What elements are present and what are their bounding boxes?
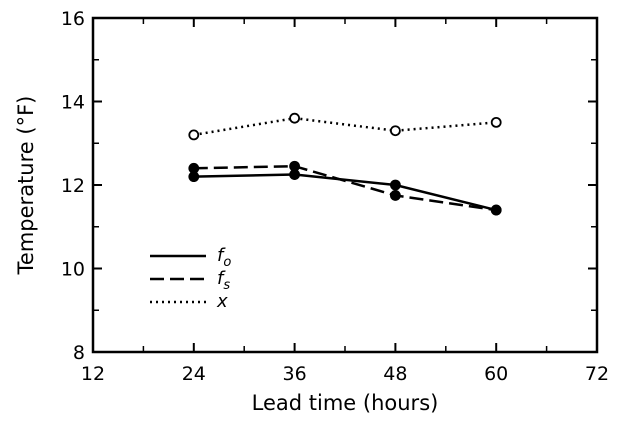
data-point (289, 112, 301, 124)
series-1 (188, 169, 502, 216)
legend-label: x (216, 291, 228, 312)
data-point (188, 129, 200, 141)
x-tick-label: 12 (81, 363, 105, 385)
y-tick-label: 16 (61, 8, 85, 30)
x-tick-label: 48 (383, 363, 407, 385)
axis-ticks (92, 17, 598, 353)
legend-label: fo (217, 245, 231, 270)
data-point (389, 190, 401, 201)
data-point (389, 125, 401, 137)
legend-label-subscript: s (223, 278, 230, 293)
legend-label-main: f (217, 245, 226, 266)
data-point (289, 160, 301, 172)
legend-label-main: f (217, 268, 226, 289)
legend-label: fs (217, 268, 230, 293)
series-2 (188, 160, 502, 216)
y-axis-label: Temperature (°F) (14, 96, 38, 276)
series-layer (188, 112, 502, 216)
x-axis-label: Lead time (hours) (252, 391, 439, 415)
x-tick-label: 60 (484, 363, 508, 385)
data-point (188, 162, 200, 174)
series-3 (188, 112, 502, 141)
y-tick-label: 8 (73, 342, 85, 364)
y-tick-label: 10 (61, 259, 85, 281)
data-point (490, 204, 502, 216)
x-tick-label: 72 (585, 363, 609, 385)
legend-label-subscript: o (223, 255, 231, 270)
axis-tick-labels: 12 24 36 48 60 72 8 10 12 14 16 (61, 8, 609, 385)
data-point (490, 116, 502, 128)
series-line (193, 164, 497, 212)
series-line (193, 116, 497, 137)
x-tick-label: 36 (283, 363, 307, 385)
y-tick-label: 14 (61, 92, 85, 114)
x-tick-label: 24 (182, 363, 206, 385)
data-point (389, 179, 401, 191)
legend-label-main: x (216, 291, 228, 312)
y-tick-label: 12 (61, 175, 85, 197)
